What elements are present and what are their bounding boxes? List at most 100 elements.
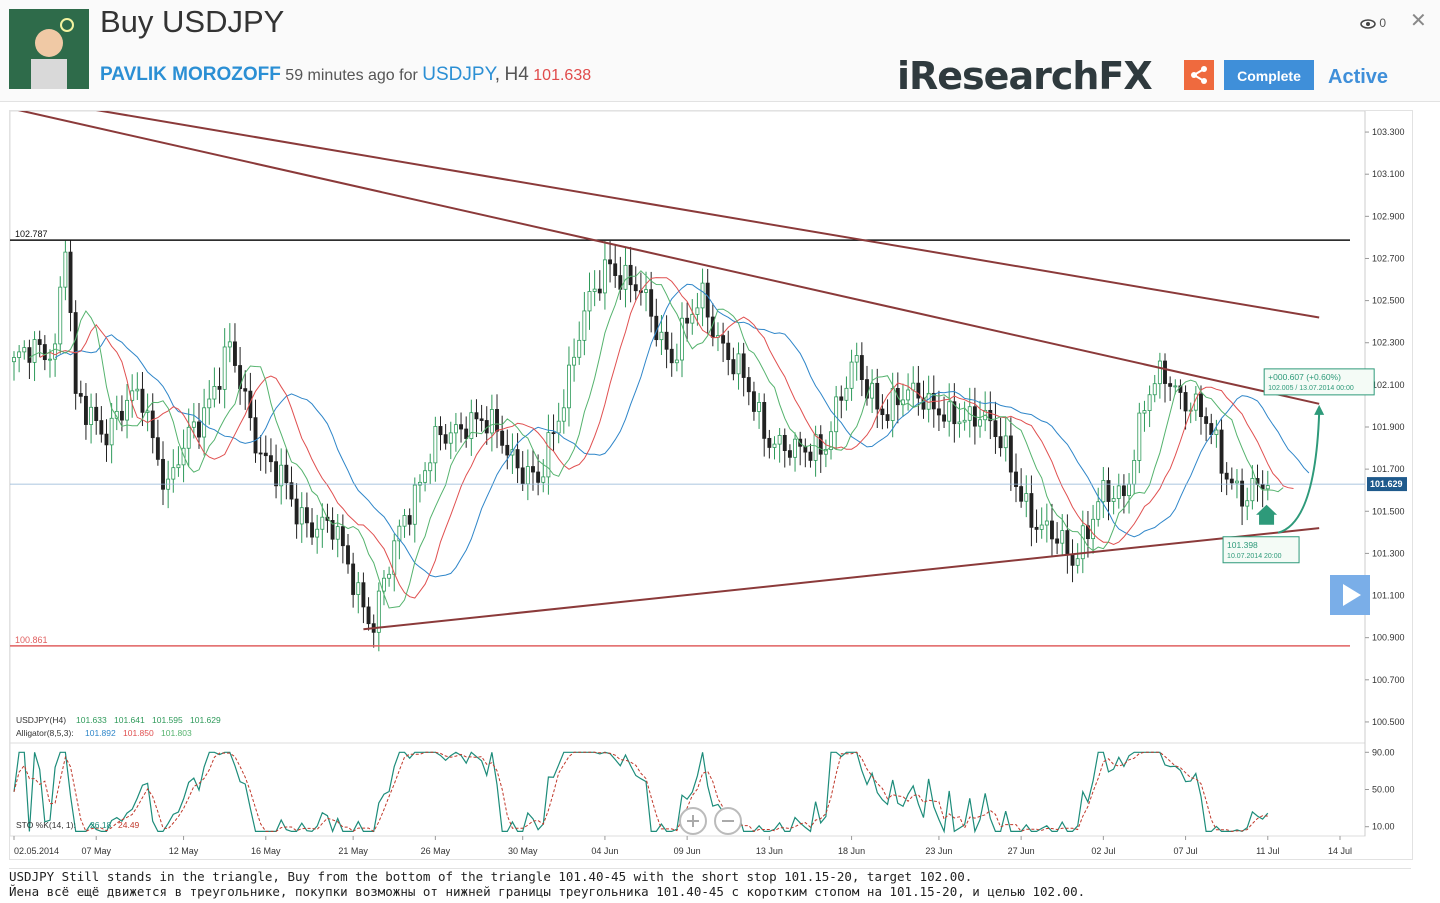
- candle-body: [1214, 429, 1219, 435]
- candle-body: [880, 408, 885, 416]
- entry-arrow-icon: [1256, 504, 1278, 525]
- legend-ohlc-value: 101.641: [114, 715, 145, 725]
- candle-body: [890, 388, 895, 421]
- candle-body: [191, 421, 196, 428]
- candle-body: [500, 430, 505, 446]
- candle-body: [469, 412, 474, 439]
- candle-body: [1173, 385, 1178, 388]
- candle-body: [140, 388, 145, 413]
- candle-body: [561, 407, 566, 422]
- avatar[interactable]: [9, 9, 89, 89]
- legend-indicator-value: 101.892: [85, 728, 116, 738]
- current-price-label: 101.629: [1370, 479, 1403, 489]
- candle-body: [1014, 471, 1018, 487]
- candle-body: [1029, 493, 1034, 528]
- candle-body: [772, 443, 777, 448]
- complete-button[interactable]: Complete: [1224, 60, 1314, 90]
- candle-body: [649, 289, 654, 317]
- candle-body: [356, 582, 361, 595]
- candle-body: [536, 471, 541, 483]
- candle-body: [597, 288, 602, 294]
- candle-body: [1265, 485, 1270, 490]
- x-tick-label: 07 Jul: [1174, 846, 1198, 856]
- candle-body: [1229, 478, 1234, 484]
- candle-body: [1127, 483, 1131, 497]
- candle-body: [957, 421, 962, 425]
- candle-body: [1163, 360, 1167, 384]
- candle-body: [947, 401, 952, 422]
- close-icon[interactable]: ✕: [1410, 10, 1427, 32]
- candle-body: [1055, 538, 1060, 544]
- candle-body: [171, 467, 176, 480]
- candle-body: [1204, 416, 1209, 424]
- y-tick-label: 100.700: [1372, 675, 1405, 685]
- candle-body: [1240, 480, 1245, 507]
- x-tick-label: 12 May: [169, 846, 199, 856]
- for-word: for: [399, 67, 418, 84]
- candle-body: [119, 410, 124, 421]
- candle-body: [99, 420, 104, 435]
- candle-body: [531, 466, 535, 473]
- entry-label-box: [1222, 536, 1300, 564]
- candle-body: [1034, 526, 1039, 530]
- candle-body: [68, 251, 73, 313]
- idea-meta: PAVLIK MOROZOFF 59 minutes ago for USDJP…: [100, 64, 591, 86]
- candle-body: [962, 419, 967, 423]
- candle-body: [628, 264, 633, 286]
- candle-body: [150, 410, 155, 439]
- candle-body: [844, 387, 849, 401]
- candle-body: [474, 412, 479, 420]
- candle-body: [397, 525, 402, 542]
- candle-body: [602, 259, 607, 294]
- candle-body: [726, 342, 731, 360]
- candle-body: [592, 288, 597, 292]
- candle-body: [222, 346, 227, 390]
- candle-body: [479, 418, 484, 421]
- candle-body: [335, 526, 340, 540]
- idea-description: USDJPY Still stands in the triangle, Buy…: [9, 868, 1411, 903]
- candle-body: [32, 339, 37, 363]
- target-label: +000.607 (+0.60%): [1268, 372, 1341, 382]
- candle-body: [1116, 485, 1121, 499]
- candle-body: [808, 451, 813, 461]
- candle-body: [731, 359, 736, 375]
- candle-body: [1157, 360, 1162, 385]
- candle-body: [433, 426, 438, 464]
- resistance-label: 102.787: [15, 229, 48, 239]
- x-tick-label: 27 Jun: [1008, 846, 1035, 856]
- entry-sublabel: 10.07.2014 20:00: [1227, 553, 1282, 560]
- avatar-image: [9, 9, 89, 89]
- price-chart[interactable]: 103.300 103.100 102.900 102.700 102.500 102.3…: [10, 111, 1412, 859]
- main-plot-frame: [10, 111, 1366, 744]
- candle-body: [104, 433, 109, 446]
- candle-body: [304, 507, 309, 524]
- candle-body: [829, 431, 833, 450]
- candle-body: [1121, 485, 1126, 497]
- x-tick-label: 26 May: [421, 846, 451, 856]
- candle-body: [125, 399, 129, 421]
- x-tick-label: 13 Jun: [756, 846, 783, 856]
- brand-logo[interactable]: iResearchFX: [897, 54, 1153, 98]
- candle-body: [916, 382, 921, 399]
- play-button[interactable]: [1330, 575, 1370, 615]
- candle-body: [351, 563, 356, 595]
- y-tick-label: 101.300: [1372, 548, 1405, 558]
- candle-body: [757, 402, 762, 412]
- candle-body: [633, 284, 638, 292]
- x-tick-label: 07 May: [81, 846, 111, 856]
- candle-body: [1024, 493, 1029, 502]
- candle-body: [1147, 394, 1152, 411]
- candle-body: [1111, 498, 1116, 502]
- candle-body: [1091, 518, 1096, 540]
- candle-body: [253, 417, 258, 454]
- share-button[interactable]: [1184, 60, 1214, 90]
- symbol-link[interactable]: USDJPY: [422, 64, 495, 85]
- candle-body: [78, 393, 83, 397]
- candle-body: [27, 347, 32, 363]
- candle-body: [839, 396, 844, 401]
- author-link[interactable]: PAVLIK MOROZOFF: [100, 64, 281, 85]
- candle-body: [58, 286, 63, 345]
- trendline: [17, 111, 1320, 405]
- candle-body: [1168, 383, 1173, 387]
- candle-body: [1106, 480, 1111, 502]
